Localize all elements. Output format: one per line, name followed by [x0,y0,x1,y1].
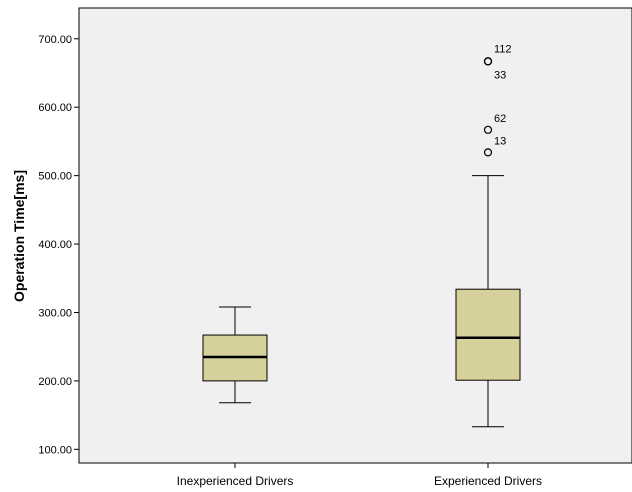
outlier-point [483,148,493,157]
y-tick-label: 100.00 [38,444,72,456]
outlier-label: 33 [494,69,506,81]
outlier-point [483,57,493,66]
y-tick-label: 500.00 [38,171,72,183]
y-tick-label: 300.00 [38,307,72,319]
outlier-label: 13 [494,135,506,147]
iqr-box [455,288,521,381]
x-axis: Inexperienced Drivers Experienced Drivers [177,463,542,488]
y-tick-label: 200.00 [38,376,72,388]
x-category-label: Inexperienced Drivers [177,474,294,488]
x-category-label: Experienced Drivers [434,474,542,488]
box-2: 112 33 62 13 [455,43,521,428]
outlier-label: 62 [494,113,506,125]
y-tick-label: 600.00 [38,102,72,114]
y-axis: 100.00 200.00 300.00 400.00 500.00 600.00 700.… [38,34,79,456]
box-1 [202,306,268,404]
plot-area [78,7,632,464]
outlier-point [483,125,493,134]
y-axis-title: Operation Time[ms] [11,170,27,302]
boxes: 112 33 62 13 [202,43,521,428]
y-tick-label: 400.00 [38,239,72,251]
outlier-label: 112 [494,43,512,55]
y-tick-label: 700.00 [38,34,72,46]
